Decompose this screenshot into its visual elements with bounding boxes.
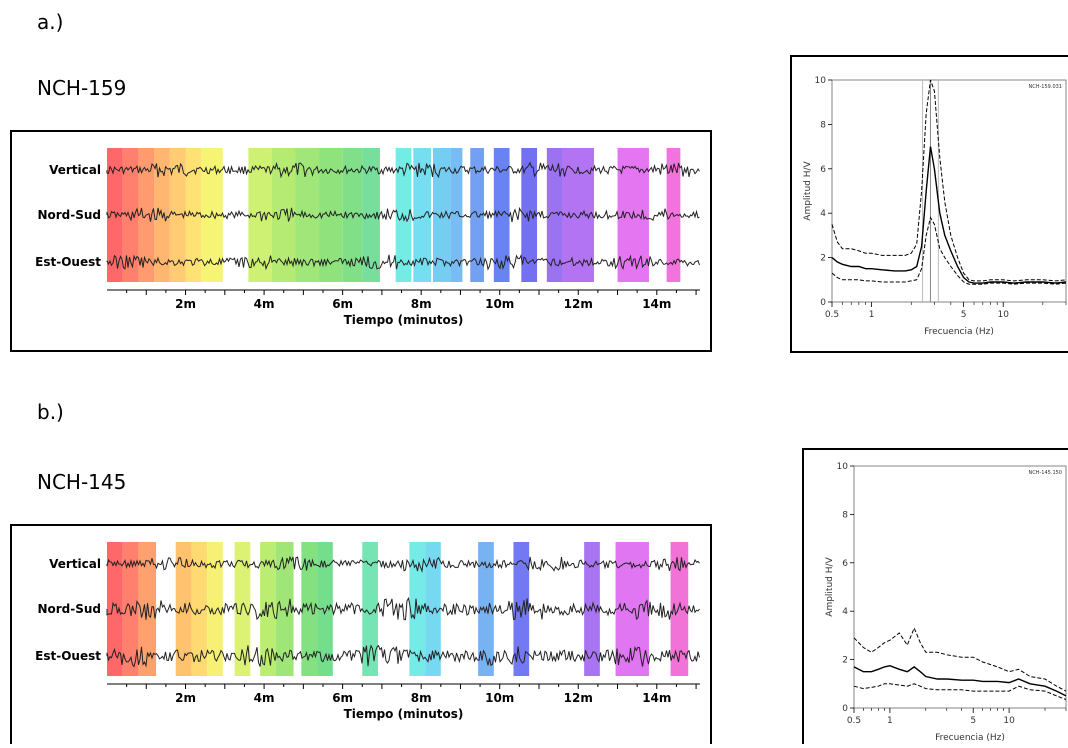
x-tick-label: 1 — [887, 716, 893, 726]
y-tick-label: 2 — [842, 656, 848, 666]
time-tick-label: 4m — [254, 691, 275, 705]
trace-label-est-ouest: Est-Ouest — [35, 649, 101, 663]
x-tick-label: 1 — [869, 310, 875, 320]
trace-est-ouest — [106, 644, 700, 668]
x-tick-label: 0.5 — [825, 310, 839, 320]
window-18 — [670, 542, 689, 676]
window-0 — [107, 148, 123, 282]
y-tick-label: 10 — [837, 462, 849, 472]
time-axis-label: Tiempo (minutos) — [344, 707, 464, 721]
y-tick-label: 4 — [820, 209, 826, 219]
window-8 — [271, 148, 296, 282]
window-5 — [207, 542, 223, 676]
window-11 — [362, 542, 378, 676]
hv-tag: NCH-159.031 — [1029, 84, 1062, 90]
time-tick-label: 6m — [332, 297, 353, 311]
y-tick-label: 4 — [842, 607, 848, 617]
trace-label-vertical: Vertical — [49, 163, 101, 177]
hv-chart: NCH-145.150 0 2 4 6 8 10 0.5 1 5 10 Frecuencia (Hz)… — [825, 462, 1067, 743]
time-tick-label: 10m — [485, 297, 514, 311]
y-tick-label: 6 — [820, 165, 826, 175]
time-tick-label: 4m — [254, 297, 275, 311]
y-tick-label: 0 — [820, 298, 826, 308]
time-tick-label: 8m — [411, 691, 432, 705]
window-20 — [546, 148, 563, 282]
time-tick-label: 8m — [411, 297, 432, 311]
time-tick-label: 10m — [485, 691, 514, 705]
window-13 — [395, 148, 412, 282]
x-tick-label: 10 — [997, 310, 1009, 320]
time-axis-label: Tiempo (minutos) — [344, 313, 464, 327]
hv-panel-b: NCH-145.150 0 2 4 6 8 10 0.5 1 5 10 Frecuencia (Hz)… — [802, 448, 1068, 744]
hv-mean-curve — [853, 664, 1067, 697]
y-tick-label: 6 — [842, 559, 848, 569]
window-1 — [122, 148, 139, 282]
trace-label-nord-sud: Nord-Sud — [37, 602, 101, 616]
trace-vertical — [106, 161, 700, 179]
trace-est-ouest — [106, 254, 700, 271]
window-10 — [319, 148, 343, 282]
hv-panel-a: NCH-159.031 0 2 4 6 8 10 0.5 1 5 10 Frecuencia (Hz)… — [790, 55, 1068, 353]
window-12 — [362, 148, 380, 282]
station-label-b: NCH-145 — [37, 470, 127, 494]
window-13 — [425, 542, 441, 676]
time-tick-label: 2m — [175, 297, 196, 311]
y-tick-label: 8 — [820, 120, 826, 130]
y-tick-label: 8 — [842, 510, 848, 520]
hv-upper-curve — [853, 626, 1067, 692]
window-1 — [122, 542, 139, 676]
waveform-chart: Vertical Nord-Sud Est-Ouest 2m 4m 6m 8m 10m 12m 1… — [35, 542, 700, 721]
waveform-panel-a: Vertical Nord-Sud Est-Ouest 2m 4m 6m 8m 10m 12m 1… — [10, 130, 712, 352]
window-4 — [191, 542, 208, 676]
x-tick-label: 5 — [970, 716, 976, 726]
trace-label-est-ouest: Est-Ouest — [35, 255, 101, 269]
y-tick-label: 0 — [842, 704, 848, 714]
trace-label-vertical: Vertical — [49, 557, 101, 571]
time-tick-label: 14m — [642, 297, 671, 311]
y-tick-label: 2 — [820, 254, 826, 264]
time-tick-label: 12m — [564, 691, 593, 705]
time-tick-label: 12m — [564, 297, 593, 311]
x-tick-label: 5 — [961, 310, 967, 320]
part-label-a: a.) — [37, 10, 64, 34]
trace-nord-sud — [106, 596, 700, 621]
y-axis-label: Amplitud H/V — [825, 556, 835, 616]
window-16 — [450, 148, 463, 282]
window-7 — [260, 542, 276, 676]
station-label-a: NCH-159 — [37, 76, 127, 100]
hv-lower-curve — [831, 216, 1067, 285]
hv-mean-curve — [831, 146, 1067, 284]
x-tick-label: 0.5 — [847, 716, 861, 726]
hv-tag: NCH-145.150 — [1029, 470, 1062, 476]
hv-lower-curve — [853, 683, 1067, 700]
waveform-chart: Vertical Nord-Sud Est-Ouest 2m 4m 6m 8m 10m 12m 1… — [35, 148, 700, 327]
window-6 — [234, 542, 251, 676]
window-0 — [107, 542, 123, 676]
x-axis-label: Frecuencia (Hz) — [924, 327, 994, 337]
time-tick-label: 14m — [642, 691, 671, 705]
trace-nord-sud — [106, 206, 700, 223]
window-14 — [413, 148, 431, 282]
y-tick-label: 10 — [815, 76, 827, 86]
trace-vertical — [106, 555, 700, 573]
x-axis-label: Frecuencia (Hz) — [935, 733, 1005, 743]
window-9 — [295, 148, 320, 282]
waveform-panel-b: Vertical Nord-Sud Est-Ouest 2m 4m 6m 8m 10m 12m 1… — [10, 524, 712, 744]
window-9 — [301, 542, 318, 676]
x-tick-label: 10 — [1003, 716, 1015, 726]
window-10 — [317, 542, 333, 676]
time-tick-label: 2m — [175, 691, 196, 705]
part-label-b: b.) — [37, 400, 64, 424]
y-axis-label: Amplitud H/V — [803, 160, 813, 220]
trace-label-nord-sud: Nord-Sud — [37, 208, 101, 222]
window-15 — [513, 542, 530, 676]
time-tick-label: 6m — [332, 691, 353, 705]
hv-upper-curve — [831, 79, 1067, 282]
window-6 — [201, 148, 223, 282]
